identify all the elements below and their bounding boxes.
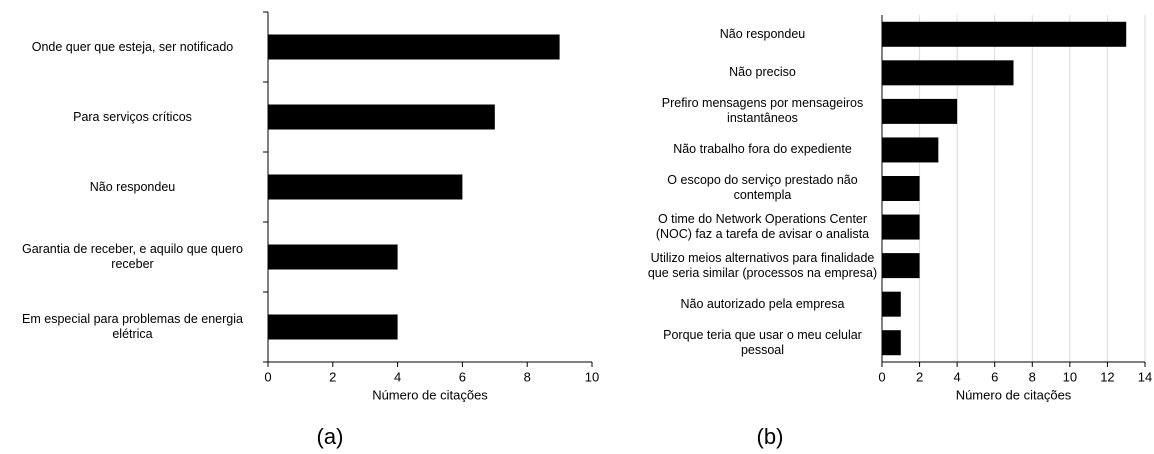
bar <box>882 137 939 163</box>
x-tick-label: 8 <box>1029 369 1036 384</box>
y-tick-label: Para serviços críticos <box>73 109 192 124</box>
y-tick-label: O escopo do serviço prestado não contemp… <box>667 173 858 203</box>
x-tick-label: 2 <box>329 369 336 384</box>
x-tick-label: 6 <box>459 369 466 384</box>
y-tick-label: Não respondeu <box>89 179 176 194</box>
bar <box>268 244 398 270</box>
x-tick-label: 8 <box>524 369 531 384</box>
bar <box>268 34 560 60</box>
bar <box>882 330 901 356</box>
y-tick-label: Prefiro mensagens por mensageiros instan… <box>661 96 864 126</box>
y-tick-label: Não respondeu <box>719 26 806 41</box>
y-tick-label: Porque teria que usar o meu celular pess… <box>663 327 862 357</box>
x-axis-label: Número de citações <box>956 387 1072 402</box>
bar <box>268 104 495 130</box>
x-tick-label: 6 <box>991 369 998 384</box>
bar <box>882 176 920 201</box>
bar <box>882 98 958 124</box>
caption: (b) <box>757 424 784 449</box>
bar <box>882 60 1014 86</box>
x-tick-label: 12 <box>1100 369 1114 384</box>
x-tick-label: 10 <box>585 369 599 384</box>
y-tick-label: Onde quer que esteja, ser notificado <box>31 39 234 54</box>
y-tick-label: Garantia de receber, e aquilo que quero … <box>22 242 243 271</box>
x-axis-label: Número de citações <box>372 387 488 402</box>
caption: (a) <box>317 424 344 449</box>
x-tick-label: 4 <box>394 369 401 384</box>
bar <box>882 253 920 279</box>
x-tick-label: 0 <box>878 369 885 384</box>
y-tick-label: Em especial para problemas de energia el… <box>22 312 243 341</box>
bar <box>882 21 1127 47</box>
y-tick-label: Utilizo meios alternativos para finalida… <box>647 250 878 280</box>
x-tick-label: 2 <box>916 369 923 384</box>
bar <box>882 291 901 317</box>
y-tick-label: Não autorizado pela empresa <box>680 296 845 311</box>
x-tick-label: 0 <box>264 369 271 384</box>
y-tick-label: Não trabalho fora do expediente <box>673 142 852 157</box>
bar <box>882 214 920 240</box>
x-tick-label: 10 <box>1063 369 1077 384</box>
x-tick-label: 14 <box>1138 369 1152 384</box>
x-tick-label: 4 <box>954 369 961 384</box>
y-tick-label: Não preciso <box>729 65 796 80</box>
bar <box>268 314 398 340</box>
y-tick-label: O time do Network Operations Center (NOC… <box>655 212 870 242</box>
bar <box>268 174 463 200</box>
